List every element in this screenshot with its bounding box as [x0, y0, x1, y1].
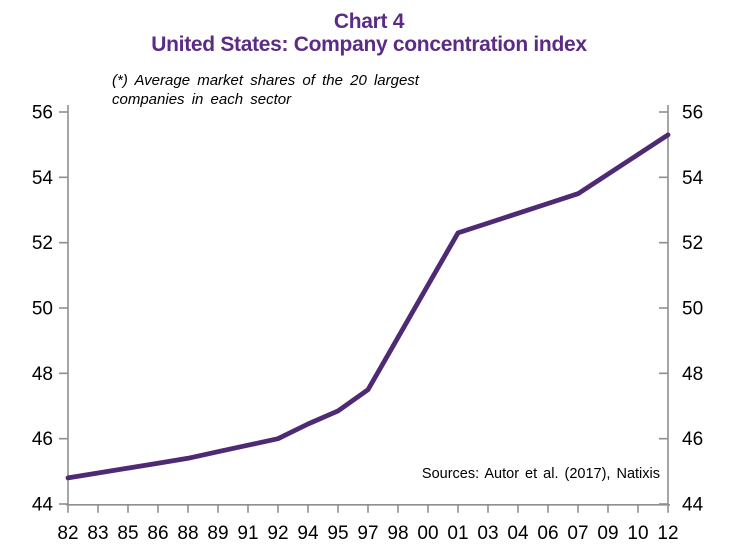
chart-note-line2: companies in each sector	[112, 90, 292, 108]
y-axis-left-label: 56	[32, 103, 53, 124]
x-axis-label: 89	[207, 523, 228, 544]
y-axis-left-label: 52	[32, 233, 53, 254]
x-axis-label: 97	[357, 523, 378, 544]
y-axis-left-label: 46	[32, 429, 53, 450]
concentration-index-line	[65, 132, 671, 481]
x-axis-label: 98	[387, 523, 408, 544]
x-axis-label: 07	[567, 523, 588, 544]
y-axis-left-label: 54	[32, 168, 54, 189]
y-axis-right-label: 46	[682, 429, 703, 450]
x-axis-label: 04	[507, 523, 529, 544]
x-axis-label: 83	[87, 523, 108, 544]
x-axis-label: 86	[147, 523, 168, 544]
x-axis-label: 09	[597, 523, 618, 544]
x-axis-label: 88	[177, 523, 198, 544]
x-axis-label: 06	[537, 523, 558, 544]
chart-title: Chart 4 United States: Company concentra…	[0, 10, 738, 56]
chart-note-line1: (*) Average market shares of the 20 larg…	[112, 72, 419, 89]
y-axis-left-label: 44	[32, 495, 54, 516]
y-axis-right-label: 48	[682, 364, 703, 385]
y-axis-right-label: 50	[682, 299, 703, 320]
y-axis-right-label: 56	[682, 103, 703, 124]
y-axis-left-label: 48	[32, 364, 53, 385]
x-axis-label: 92	[267, 523, 288, 544]
x-axis-label: 01	[447, 523, 468, 544]
y-axis-left-label: 50	[32, 299, 53, 320]
y-axis-right-label: 44	[682, 495, 704, 516]
x-axis-label: 12	[657, 523, 678, 544]
chart-title-line2: United States: Company concentration ind…	[151, 33, 587, 56]
x-axis-label: 91	[237, 523, 258, 544]
x-axis-label: 00	[417, 523, 438, 544]
x-axis-label: 95	[327, 523, 348, 544]
x-axis-label: 85	[117, 523, 138, 544]
x-axis-label: 94	[297, 523, 319, 544]
x-axis-label: 03	[477, 523, 498, 544]
chart-title-line1: Chart 4	[333, 10, 405, 33]
chart-note: (*) Average market shares of the 20 larg…	[112, 72, 419, 109]
x-axis-label: 10	[627, 523, 648, 544]
x-axis-label: 82	[57, 523, 78, 544]
source-credit: Sources: Autor et al. (2017), Natixis	[421, 466, 660, 482]
y-axis-right-label: 54	[682, 168, 704, 189]
y-axis-right-label: 52	[682, 233, 703, 254]
